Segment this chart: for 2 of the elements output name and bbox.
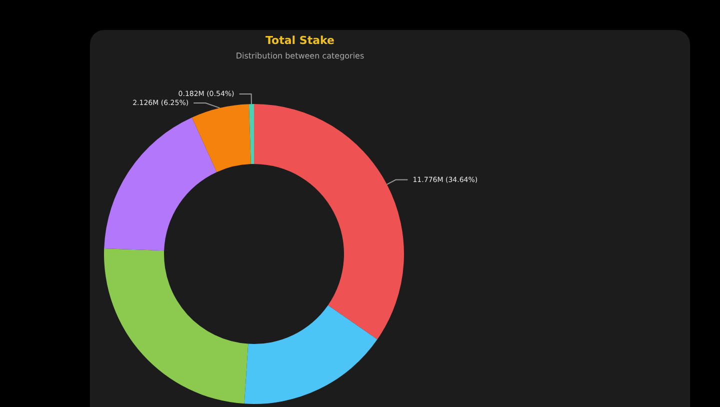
chart-title: Total Stake xyxy=(266,34,334,47)
chart-subtitle: Distribution between categories xyxy=(236,52,364,60)
